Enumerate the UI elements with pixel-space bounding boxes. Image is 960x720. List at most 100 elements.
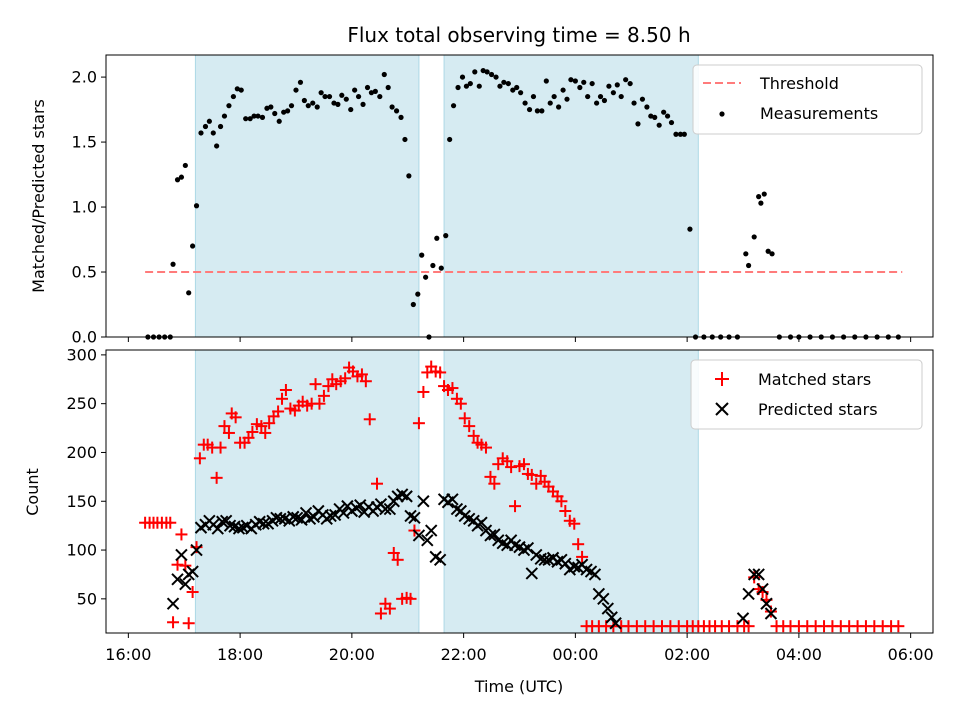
top-y-axis: 0.0 0.5 1.0 1.5 2.0: [72, 68, 106, 347]
predicted-star-point: [175, 548, 188, 562]
measurement-point: [288, 103, 295, 109]
measurement-point: [243, 116, 249, 122]
predicted-star-point: [597, 592, 610, 606]
measurement-point: [585, 93, 591, 100]
measurement-point: [581, 79, 587, 85]
measurement-point: [664, 113, 671, 119]
measurement-point: [597, 93, 604, 100]
measurement-point: [314, 104, 320, 110]
predicted-star-point: [484, 529, 497, 542]
predicted-star-point: [417, 495, 430, 508]
measurement-point: [206, 118, 212, 124]
measurement-point: [687, 226, 693, 232]
matched-star-point: [167, 616, 180, 629]
predicted-star-point: [425, 524, 438, 537]
predicted-star-point: [257, 517, 270, 530]
measurement-point: [281, 109, 287, 115]
measurement-point: [322, 93, 328, 100]
matched-star-point: [259, 426, 272, 439]
measurement-point: [170, 261, 176, 267]
bottom-y-axis: 50 100 150 200 250 300: [66, 345, 106, 608]
measurement-point: [217, 123, 224, 130]
measurement-point: [389, 104, 395, 110]
measurement-point: [572, 78, 578, 84]
legend-measurements-swatch: [719, 111, 725, 117]
measurement-point: [765, 248, 771, 254]
measurement-point: [385, 84, 391, 91]
measurement-point: [198, 130, 204, 136]
matched-star-point: [374, 607, 387, 620]
measurement-point: [438, 265, 444, 271]
x-tick-label: 18:00: [217, 645, 263, 664]
chart-title: Flux total observing time = 8.50 h: [347, 23, 690, 47]
measurement-point: [480, 67, 486, 74]
measurement-point: [510, 87, 516, 93]
measurement-point: [221, 113, 228, 119]
measurement-point: [530, 93, 537, 100]
measurement-point: [472, 69, 478, 75]
measurement-point: [610, 90, 616, 96]
matched-star-point: [186, 586, 199, 599]
measurement-point: [305, 103, 311, 109]
matched-star-point: [363, 413, 376, 426]
matched-star-point: [179, 559, 192, 572]
measurement-point: [568, 77, 574, 83]
measurement-point: [648, 113, 654, 119]
predicted-star-point: [166, 597, 180, 610]
measurement-point: [769, 251, 775, 257]
matched-star-point: [434, 366, 447, 379]
measurement-point: [423, 274, 429, 280]
predicted-star-point: [588, 568, 602, 581]
matched-star-point: [417, 385, 430, 398]
matched-star-point: [322, 380, 335, 393]
matched-star-point: [484, 470, 497, 483]
matched-star-point: [383, 602, 396, 615]
bottom-y-tick-label: 50: [77, 589, 97, 608]
measurement-point: [526, 106, 533, 113]
bottom-shaded-intervals: [194, 350, 699, 633]
x-tick-label: 20:00: [329, 645, 375, 664]
measurement-point: [234, 86, 240, 92]
matched-star-point: [454, 397, 467, 410]
predicted-star-point: [601, 602, 614, 615]
predicted-star-point: [475, 516, 488, 529]
measurement-point: [652, 114, 658, 120]
predicted-star-point: [609, 617, 622, 630]
measurement-point: [255, 113, 261, 119]
measurement-point: [210, 130, 216, 136]
measurement-point: [247, 116, 253, 122]
matched-star-point: [555, 495, 568, 508]
measurement-point: [668, 119, 675, 126]
measurement-point: [484, 69, 490, 75]
top-legend-box: [692, 64, 923, 135]
measurement-point: [415, 291, 421, 297]
measurement-point: [493, 74, 499, 80]
x-tick-label: 02:00: [664, 645, 710, 664]
top-y-tick-label: 0.5: [72, 263, 97, 282]
measurement-point: [681, 131, 687, 137]
measurement-point: [577, 84, 583, 91]
shaded-interval-0: [195, 350, 419, 633]
measurement-point: [430, 262, 436, 269]
measurement-point: [623, 77, 629, 83]
top-x-ticks: [127, 337, 912, 342]
measurement-point: [443, 233, 449, 239]
predicted-star-point: [400, 490, 413, 503]
measurement-point: [746, 262, 752, 269]
predicted-star-point: [171, 573, 184, 586]
measurement-point: [406, 173, 412, 179]
legend-matched-swatch: [715, 372, 729, 386]
x-tick-label: 16:00: [105, 645, 151, 664]
measurement-point: [348, 106, 354, 113]
matched-star-point: [175, 528, 188, 541]
measurement-point: [505, 80, 511, 87]
bottom-y-tick-label: 100: [66, 541, 97, 560]
measurement-point: [434, 235, 440, 241]
bottom-y-tick-label: 250: [66, 394, 97, 413]
predicted-star-point: [736, 612, 750, 625]
measurement-point: [476, 83, 482, 89]
predicted-star-point: [408, 511, 421, 525]
measurement-point: [178, 174, 185, 180]
matched-star-point: [214, 441, 227, 454]
shaded-interval-0: [195, 55, 419, 337]
